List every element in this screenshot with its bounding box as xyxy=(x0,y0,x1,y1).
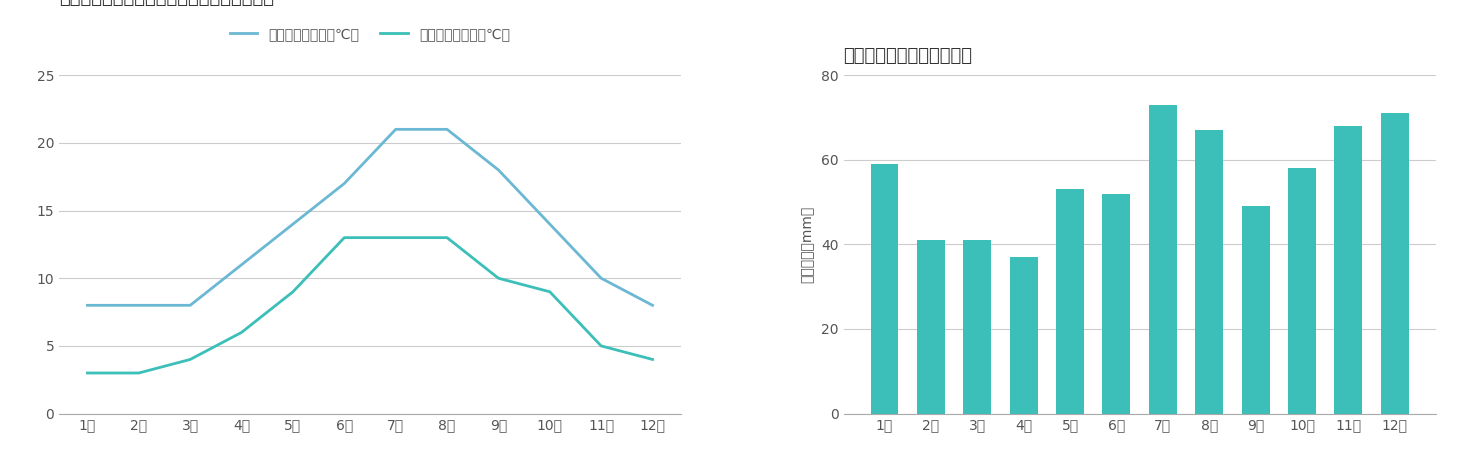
Bar xyxy=(1381,113,1409,414)
Bar xyxy=(1103,194,1131,414)
月平均最低気温（℃） xyxy=(336,235,354,241)
Y-axis label: 月降水量（mm）: 月降水量（mm） xyxy=(801,206,814,283)
Bar xyxy=(1148,105,1177,414)
月平均最高気温（℃） xyxy=(592,275,610,281)
月平均最低気温（℃） xyxy=(592,343,610,349)
Bar xyxy=(1057,189,1083,414)
月平均最高気温（℃） xyxy=(78,303,96,308)
月平均最低気温（℃） xyxy=(438,235,456,241)
月平均最高気温（℃） xyxy=(438,126,456,132)
Bar xyxy=(870,164,898,414)
月平均最低気温（℃） xyxy=(130,370,148,376)
月平均最低気温（℃） xyxy=(284,289,302,295)
月平均最高気温（℃） xyxy=(232,262,250,267)
月平均最高気温（℃） xyxy=(386,126,404,132)
月平均最高気温（℃） xyxy=(284,221,302,227)
Legend: 月平均最高気温（℃）, 月平均最低気温（℃）: 月平均最高気温（℃）, 月平均最低気温（℃） xyxy=(223,21,517,47)
月平均最低気温（℃） xyxy=(490,275,508,281)
Bar xyxy=(1335,126,1362,414)
月平均最低気温（℃） xyxy=(232,329,250,335)
月平均最高気温（℃） xyxy=(336,180,354,186)
Bar xyxy=(1242,206,1270,414)
月平均最低気温（℃） xyxy=(540,289,558,295)
月平均最高気温（℃） xyxy=(644,303,662,308)
月平均最高気温（℃） xyxy=(540,221,558,227)
Text: 【リバプール】平均降水量: 【リバプール】平均降水量 xyxy=(844,47,972,65)
Bar xyxy=(918,240,944,414)
月平均最高気温（℃） xyxy=(490,167,508,173)
Bar xyxy=(963,240,992,414)
Bar xyxy=(1288,168,1316,414)
月平均最低気温（℃） xyxy=(182,357,200,362)
Line: 月平均最低気温（℃）: 月平均最低気温（℃） xyxy=(87,238,653,373)
Line: 月平均最高気温（℃）: 月平均最高気温（℃） xyxy=(87,129,653,306)
Bar xyxy=(1196,130,1222,414)
月平均最低気温（℃） xyxy=(644,357,662,362)
Text: 【リバプール】平均最高気温・平均最低気温: 【リバプール】平均最高気温・平均最低気温 xyxy=(59,0,274,7)
月平均最高気温（℃） xyxy=(130,303,148,308)
Bar xyxy=(1009,257,1037,414)
月平均最低気温（℃） xyxy=(386,235,404,241)
月平均最高気温（℃） xyxy=(182,303,200,308)
月平均最低気温（℃） xyxy=(78,370,96,376)
